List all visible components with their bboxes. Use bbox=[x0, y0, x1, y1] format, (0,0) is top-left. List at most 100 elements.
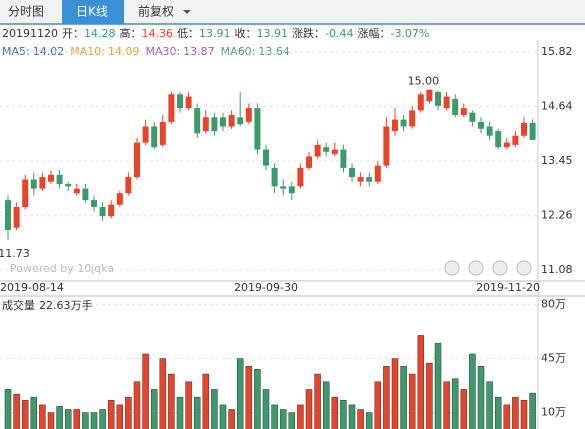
candle-body bbox=[5, 200, 11, 231]
volume-bar bbox=[64, 409, 72, 429]
ma-value: 14.09 bbox=[108, 45, 140, 58]
max-label: 15.00 bbox=[408, 75, 440, 88]
volume-bar bbox=[443, 381, 450, 429]
candle-body bbox=[288, 186, 295, 194]
y-tick-label: 11.08 bbox=[541, 263, 573, 276]
ma-label: MA60: bbox=[221, 45, 256, 58]
ma-value: 13.64 bbox=[258, 45, 290, 58]
candle-body bbox=[202, 117, 209, 132]
scroll-left[interactable] bbox=[444, 260, 460, 276]
zoom-out[interactable] bbox=[516, 260, 532, 276]
y-tick-label: 14.64 bbox=[541, 99, 573, 112]
candle-body bbox=[168, 94, 175, 122]
volume-bar bbox=[417, 335, 425, 429]
candle-body bbox=[512, 135, 519, 145]
candle-body bbox=[13, 207, 20, 228]
x-tick-label: 2019-11-20 bbox=[476, 281, 540, 294]
candle-body bbox=[521, 122, 527, 136]
volume-bar bbox=[520, 399, 528, 429]
volume-bar bbox=[365, 412, 373, 429]
candle-body bbox=[392, 119, 398, 132]
candle-body bbox=[529, 122, 536, 140]
dropdown-arrow[interactable] bbox=[183, 10, 191, 14]
volume-bar bbox=[116, 404, 124, 429]
volume-bar bbox=[185, 381, 192, 429]
volume-bar bbox=[211, 389, 218, 429]
volume-bar bbox=[125, 396, 132, 429]
volume-bar bbox=[82, 412, 89, 429]
volume-bar bbox=[56, 406, 63, 429]
candle-body bbox=[409, 110, 416, 127]
volume-bar bbox=[374, 381, 382, 429]
info-value: 13.91 bbox=[199, 27, 231, 40]
tab[interactable]: 日K线 bbox=[76, 5, 108, 19]
candle-body bbox=[48, 174, 54, 182]
candle-body bbox=[486, 126, 493, 136]
candle-body bbox=[297, 167, 304, 187]
candle-body bbox=[340, 149, 347, 168]
candle-body bbox=[331, 149, 338, 155]
volume-bar bbox=[30, 396, 38, 429]
volume-bar bbox=[451, 378, 459, 429]
volume-bar bbox=[254, 369, 261, 429]
candle-body bbox=[142, 126, 149, 143]
tab[interactable]: 前复权 bbox=[138, 4, 174, 19]
volume-bar bbox=[159, 358, 167, 429]
candle-body bbox=[99, 207, 106, 217]
candle-body bbox=[220, 117, 226, 127]
volume-title: 成交量 22.63万手 bbox=[2, 298, 93, 312]
volume-bar bbox=[357, 409, 364, 429]
candle-body bbox=[374, 165, 381, 182]
candle-body bbox=[323, 147, 330, 152]
y-tick-label: 15.82 bbox=[541, 45, 573, 58]
candle-body bbox=[56, 174, 63, 185]
volume-bar bbox=[107, 399, 115, 429]
volume-bar bbox=[408, 373, 416, 429]
info-value: -0.44 bbox=[325, 27, 353, 40]
candle-body bbox=[39, 177, 46, 189]
x-tick-label: 2019-08-14 bbox=[0, 281, 64, 294]
volume-bar bbox=[73, 409, 81, 429]
candle-body bbox=[452, 98, 459, 115]
candle-body bbox=[469, 112, 476, 122]
volume-bar bbox=[469, 353, 476, 429]
info-label: 开： bbox=[62, 27, 84, 40]
candle-body bbox=[116, 193, 123, 205]
candle-body bbox=[30, 179, 37, 189]
tab[interactable]: 分时图 bbox=[8, 5, 44, 19]
candle-body bbox=[185, 96, 192, 109]
volume-bar bbox=[297, 404, 304, 429]
volume-bar bbox=[314, 373, 321, 429]
zoom-in[interactable] bbox=[492, 260, 508, 276]
volume-bar bbox=[219, 404, 227, 429]
candle-body bbox=[280, 186, 287, 189]
ma-label: MA10: bbox=[70, 45, 105, 58]
candle-body bbox=[108, 204, 115, 217]
candle-body bbox=[314, 144, 321, 157]
candle-body bbox=[22, 179, 29, 208]
nav-buttons bbox=[444, 260, 532, 276]
info-value: 14.36 bbox=[142, 27, 174, 40]
volume-bar bbox=[512, 396, 519, 429]
volume-bar bbox=[245, 366, 253, 429]
volume-bar bbox=[279, 409, 287, 429]
candle-body bbox=[271, 167, 278, 187]
candle-body bbox=[435, 91, 441, 106]
active-tab[interactable] bbox=[62, 0, 124, 24]
info-date: 20191120 bbox=[2, 27, 58, 40]
volume-bar bbox=[383, 366, 390, 429]
volume-bar bbox=[21, 399, 29, 429]
y-tick-label: 80万 bbox=[541, 298, 566, 311]
volume-bar bbox=[400, 366, 407, 429]
volume-bar bbox=[486, 381, 493, 429]
scroll-right[interactable] bbox=[468, 260, 484, 276]
volume-bar bbox=[236, 358, 244, 429]
x-tick-label: 2019-09-30 bbox=[234, 281, 298, 294]
volume-bar bbox=[193, 396, 201, 429]
y-tick-label: 13.45 bbox=[541, 154, 573, 167]
volume-bar bbox=[529, 392, 536, 429]
volume-bar bbox=[426, 362, 433, 429]
candle-body bbox=[349, 167, 355, 178]
candle-body bbox=[383, 126, 390, 166]
volume-bar bbox=[477, 366, 485, 429]
